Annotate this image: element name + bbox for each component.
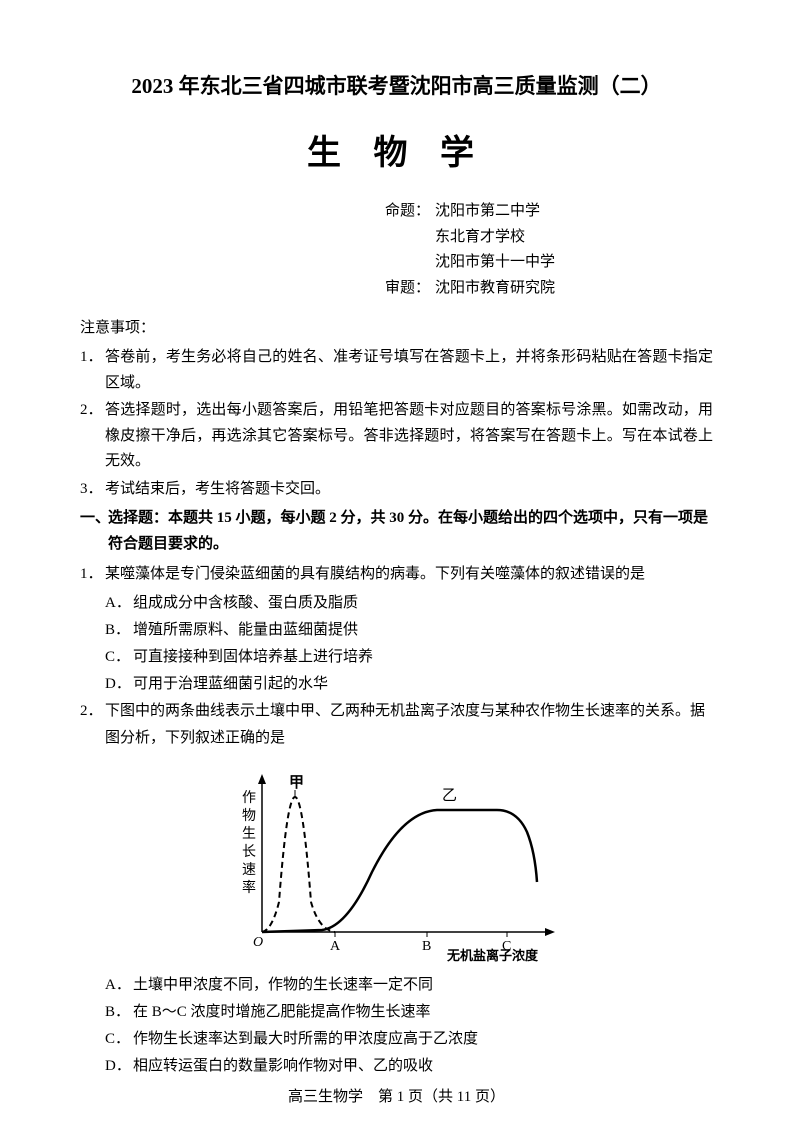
svg-text:长: 长	[242, 844, 256, 860]
option: D． 相应转运蛋白的数量影响作物对甲、乙的吸收	[105, 1053, 713, 1080]
option-label: D．	[105, 1053, 133, 1080]
option: B． 增殖所需原料、能量由蓝细菌提供	[105, 617, 713, 644]
question-1: 1． 某噬藻体是专门侵染蓝细菌的具有膜结构的病毒。下列有关噬藻体的叙述错误的是	[80, 561, 713, 588]
option-label: A．	[105, 972, 133, 999]
question-text: 某噬藻体是专门侵染蓝细菌的具有膜结构的病毒。下列有关噬藻体的叙述错误的是	[105, 561, 713, 588]
option-text: 组成成分中含核酸、蛋白质及脂质	[133, 590, 358, 617]
svg-text:生: 生	[242, 826, 256, 842]
svg-text:作: 作	[242, 790, 256, 806]
option: B． 在 B～C 浓度时增施乙肥能提高作物生长速率	[105, 999, 713, 1026]
section-text: 选择题：本题共 15 小题，每小题 2 分，共 30 分。在每小题给出的四个选项…	[108, 506, 713, 557]
svg-text:B: B	[422, 939, 431, 954]
notice-text: 考试结束后，考生将答题卡交回。	[105, 477, 713, 503]
svg-text:物: 物	[242, 808, 256, 824]
option-text: 增殖所需原料、能量由蓝细菌提供	[133, 617, 358, 644]
exam-header-title: 2023 年东北三省四城市联考暨沈阳市高三质量监测（二）	[80, 70, 713, 100]
option-label: A．	[105, 590, 133, 617]
notice-num: 1．	[80, 345, 105, 396]
svg-text:率: 率	[242, 879, 256, 896]
credit-school-2: 沈阳市第十一中学	[435, 250, 555, 276]
option-text: 相应转运蛋白的数量影响作物对甲、乙的吸收	[133, 1053, 433, 1080]
option: A． 组成成分中含核酸、蛋白质及脂质	[105, 590, 713, 617]
svg-text:A: A	[330, 939, 341, 954]
option: C． 作物生长速率达到最大时所需的甲浓度应高于乙浓度	[105, 1026, 713, 1053]
option-text: 土壤中甲浓度不同，作物的生长速率一定不同	[133, 972, 433, 999]
notice-item: 3． 考试结束后，考生将答题卡交回。	[80, 477, 713, 503]
option-label: C．	[105, 644, 133, 671]
section-heading: 一、 选择题：本题共 15 小题，每小题 2 分，共 30 分。在每小题给出的四…	[80, 506, 713, 557]
credit-reviewer: 沈阳市教育研究院	[435, 276, 555, 302]
section-label: 一、	[80, 506, 108, 557]
svg-text:甲: 甲	[289, 774, 304, 791]
credit-label-shenti: 审题：	[380, 276, 430, 302]
notice-text: 答卷前，考生务必将自己的姓名、准考证号填写在答题卡上，并将条形码粘贴在答题卡指定…	[105, 345, 713, 396]
notice-num: 3．	[80, 477, 105, 503]
option-text: 可用于治理蓝细菌引起的水华	[133, 671, 328, 698]
svg-text:乙: 乙	[442, 788, 457, 804]
subject-title: 生 物 学	[80, 125, 713, 174]
page-footer: 高三生物学 第 1 页（共 11 页）	[80, 1085, 713, 1106]
option-text: 可直接接种到固体培养基上进行培养	[133, 644, 373, 671]
option-label: B．	[105, 999, 133, 1026]
credit-school-1: 东北育才学校	[435, 225, 525, 251]
option: A． 土壤中甲浓度不同，作物的生长速率一定不同	[105, 972, 713, 999]
question-num: 2．	[80, 698, 105, 752]
notice-title: 注意事项：	[80, 316, 713, 337]
notice-item: 2． 答选择题时，选出每小题答案后，用铅笔把答题卡对应题目的答案标号涂黑。如需改…	[80, 398, 713, 475]
option-label: B．	[105, 617, 133, 644]
svg-text:速: 速	[242, 862, 256, 878]
svg-text:无机盐离子浓度: 无机盐离子浓度	[446, 948, 539, 962]
question-text: 下图中的两条曲线表示土壤中甲、乙两种无机盐离子浓度与某种农作物生长速率的关系。据…	[105, 698, 713, 752]
option-label: D．	[105, 671, 133, 698]
notice-num: 2．	[80, 398, 105, 475]
question-num: 1．	[80, 561, 105, 588]
chart-svg: 作物生长速率OABC无机盐离子浓度甲乙	[227, 762, 567, 962]
svg-text:O: O	[253, 935, 263, 950]
notice-item: 1． 答卷前，考生务必将自己的姓名、准考证号填写在答题卡上，并将条形码粘贴在答题…	[80, 345, 713, 396]
option: C． 可直接接种到固体培养基上进行培养	[105, 644, 713, 671]
option-label: C．	[105, 1026, 133, 1053]
question-2: 2． 下图中的两条曲线表示土壤中甲、乙两种无机盐离子浓度与某种农作物生长速率的关…	[80, 698, 713, 752]
credit-block: 命题： 沈阳市第二中学 东北育才学校 沈阳市第十一中学 审题： 沈阳市教育研究院	[380, 199, 713, 301]
credit-label-mingti: 命题：	[380, 199, 430, 225]
option: D． 可用于治理蓝细菌引起的水华	[105, 671, 713, 698]
notice-text: 答选择题时，选出每小题答案后，用铅笔把答题卡对应题目的答案标号涂黑。如需改动，用…	[105, 398, 713, 475]
option-text: 在 B～C 浓度时增施乙肥能提高作物生长速率	[133, 999, 431, 1026]
option-text: 作物生长速率达到最大时所需的甲浓度应高于乙浓度	[133, 1026, 478, 1053]
growth-rate-chart: 作物生长速率OABC无机盐离子浓度甲乙	[227, 762, 567, 962]
credit-school-0: 沈阳市第二中学	[435, 199, 540, 225]
